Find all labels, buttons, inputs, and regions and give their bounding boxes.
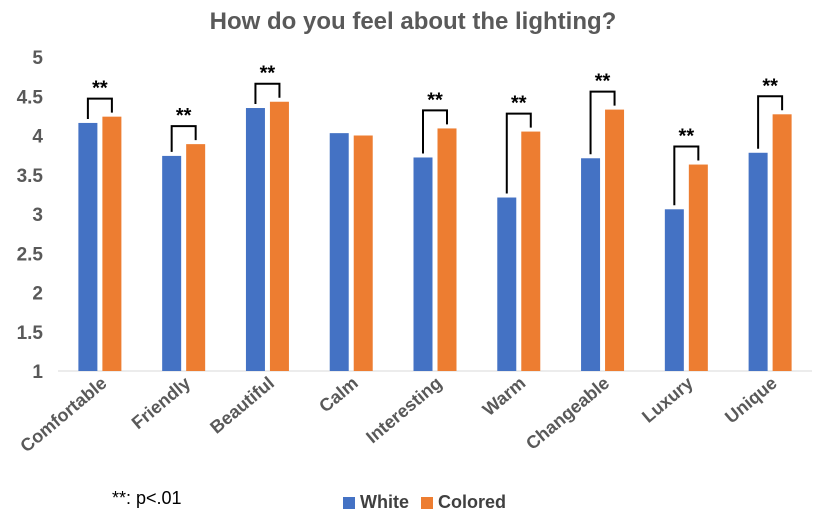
- x-tick-label: Unique: [721, 373, 781, 428]
- bar-white-calm: [329, 133, 349, 371]
- legend-item-white: White: [343, 492, 409, 513]
- legend-label-colored: Colored: [438, 492, 507, 512]
- bar-colored-friendly: [186, 144, 206, 371]
- bar-white-interesting: [413, 157, 433, 371]
- y-tick-label: 3: [32, 205, 43, 226]
- y-tick-label: 2.5: [17, 244, 44, 265]
- significance-note: **: p<.01: [112, 488, 182, 508]
- y-tick-label: 4.5: [17, 87, 44, 108]
- significance-bracket: [254, 82, 281, 105]
- significance-bracket: [589, 90, 616, 155]
- x-tick-label: Friendly: [128, 373, 194, 433]
- legend-swatch-white: [343, 496, 355, 509]
- bar-colored-beautiful: [269, 101, 289, 372]
- significance-bracket: [673, 145, 700, 206]
- significance-bracket: [422, 109, 448, 154]
- bar-colored-calm: [353, 135, 373, 371]
- bar-white-warm: [497, 197, 517, 371]
- legend-label-white: White: [360, 492, 409, 512]
- bar-white-comfortable: [78, 122, 98, 371]
- y-tick-label: 1.5: [17, 323, 44, 344]
- x-tick-label: Beautiful: [206, 373, 278, 438]
- significance-marker: **: [260, 63, 276, 85]
- significance-marker: **: [92, 78, 108, 100]
- legend: White Colored: [343, 492, 518, 513]
- bar-colored-warm: [521, 131, 541, 371]
- x-tick-label: Warm: [479, 373, 530, 420]
- legend-swatch-colored: [421, 496, 433, 509]
- significance-marker: **: [762, 75, 778, 97]
- x-tick-label: Comfortable: [16, 373, 110, 456]
- chart-title: How do you feel about the lighting?: [209, 8, 617, 35]
- bar-colored-changeable: [605, 109, 625, 371]
- significance-bracket: [757, 95, 784, 149]
- bar-colored-comfortable: [102, 116, 122, 371]
- significance-bracket: [170, 125, 197, 152]
- y-tick-label: 4: [32, 127, 43, 148]
- y-tick-label: 3.5: [17, 166, 44, 187]
- y-tick-label: 5: [32, 48, 43, 69]
- bar-colored-luxury: [688, 164, 708, 371]
- bar-white-unique: [748, 152, 768, 371]
- significance-bracket: [505, 112, 532, 194]
- x-tick-label: Changeable: [522, 373, 613, 454]
- bar-white-luxury: [664, 209, 684, 371]
- x-tick-label: Luxury: [638, 373, 697, 427]
- bar-colored-interesting: [437, 128, 457, 371]
- x-tick-label: Interesting: [362, 373, 445, 447]
- legend-item-colored: Colored: [421, 492, 506, 513]
- x-tick-label: Calm: [315, 373, 362, 417]
- bar-white-changeable: [581, 158, 601, 371]
- y-tick-label: 2: [32, 284, 43, 305]
- significance-marker: **: [595, 71, 611, 93]
- significance-marker: **: [679, 126, 695, 148]
- significance-marker: **: [511, 93, 527, 115]
- y-tick-label: 1: [32, 362, 43, 383]
- bar-white-friendly: [162, 155, 182, 371]
- bar-colored-unique: [772, 114, 792, 372]
- significance-marker: **: [427, 89, 443, 111]
- significance-marker: **: [176, 105, 192, 127]
- significance-bracket: [86, 97, 113, 119]
- bar-white-beautiful: [245, 108, 265, 372]
